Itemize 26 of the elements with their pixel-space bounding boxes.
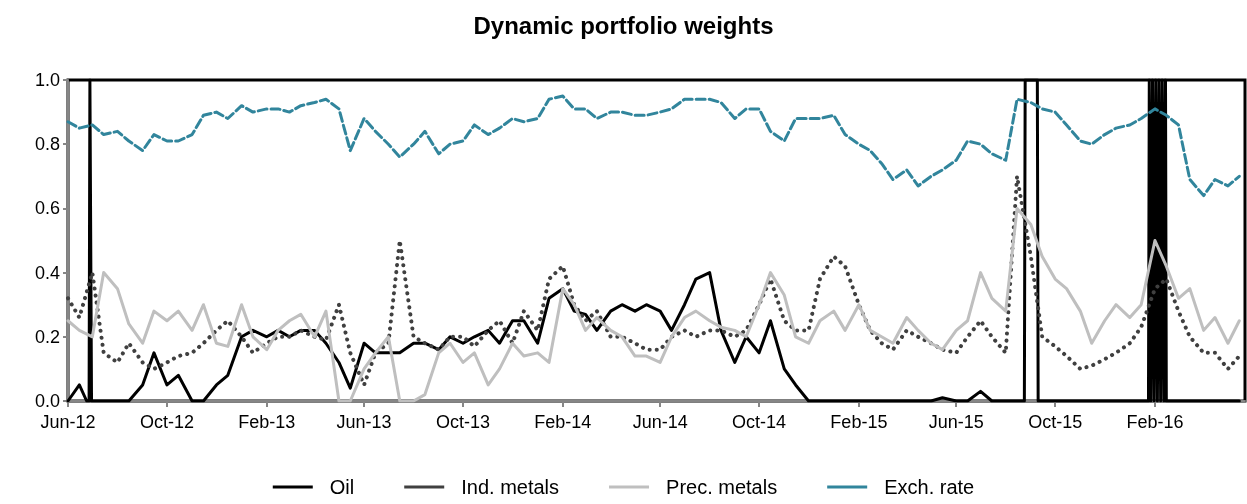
y-tick-label: 1.0 bbox=[34, 70, 60, 90]
x-tick-label: Feb-15 bbox=[830, 412, 888, 432]
y-tick-label: 0.6 bbox=[34, 198, 60, 219]
x-tick-label: Jun-12 bbox=[40, 412, 96, 432]
legend-label: Exch. rate bbox=[884, 476, 975, 498]
x-tick-label: Oct-13 bbox=[436, 412, 491, 432]
x-tick-label: Jun-14 bbox=[632, 412, 688, 432]
y-tick-label: 0.0 bbox=[34, 391, 60, 411]
y-tick-label: 0.2 bbox=[34, 326, 60, 347]
x-tick-label: Jun-15 bbox=[928, 412, 984, 432]
x-tick-label: Feb-14 bbox=[534, 412, 592, 432]
legend-label: Ind. metals bbox=[461, 476, 560, 498]
legend-label: Oil bbox=[329, 476, 355, 498]
x-tick-label: Oct-15 bbox=[1028, 412, 1083, 432]
x-tick-label: Oct-12 bbox=[139, 412, 194, 432]
line-series bbox=[66, 206, 1241, 403]
line-series bbox=[66, 94, 1241, 198]
y-tick-label: 0.8 bbox=[34, 134, 60, 155]
x-tick-label: Feb-16 bbox=[1126, 412, 1184, 432]
chart-title: Dynamic portfolio weights bbox=[473, 11, 774, 39]
y-tick-label: 0.4 bbox=[34, 262, 60, 283]
line-series bbox=[66, 174, 1242, 387]
legend-label: Prec. metals bbox=[666, 476, 778, 498]
x-tick-label: Oct-14 bbox=[732, 412, 787, 432]
x-tick-label: Feb-13 bbox=[238, 412, 296, 432]
x-tick-label: Jun-13 bbox=[336, 412, 392, 432]
